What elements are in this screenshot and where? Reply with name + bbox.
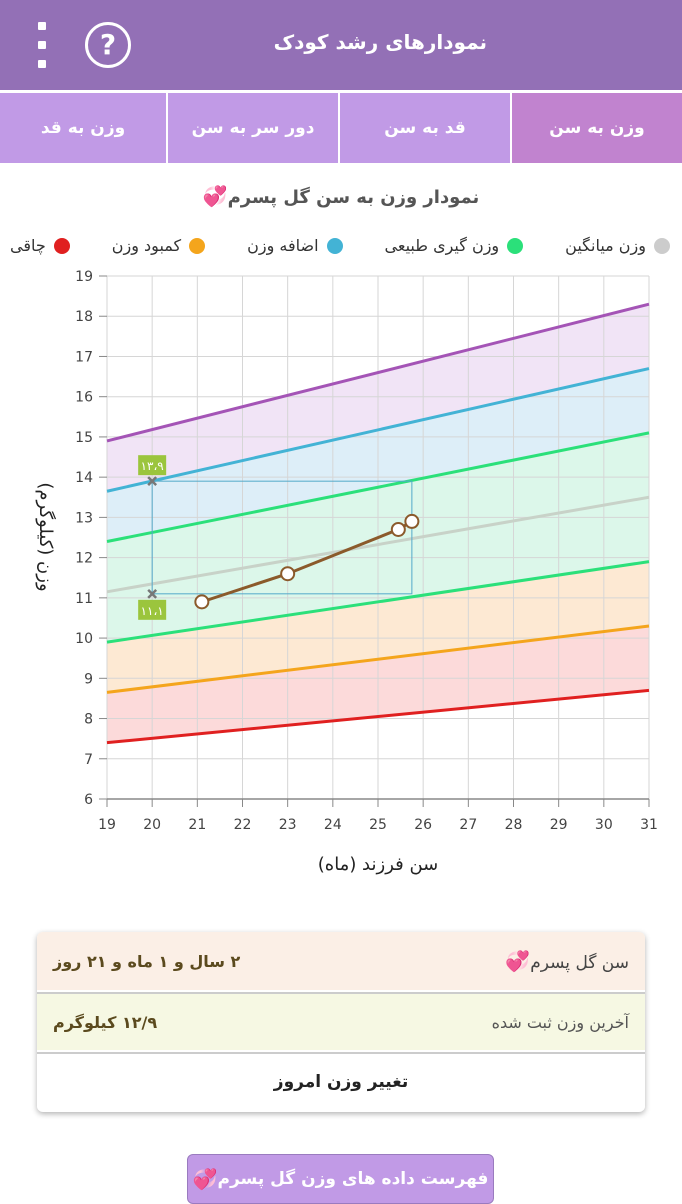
legend-dot: [326, 237, 343, 254]
marker-label: ۱۱،۱: [141, 604, 164, 618]
tab-height-for-age[interactable]: قد به سن: [340, 93, 512, 163]
x-axis-label: سن فرزند (ماه): [318, 854, 439, 875]
y-tick-label: 10: [75, 631, 93, 647]
reference-line: [106, 624, 650, 694]
range-box: [151, 480, 413, 595]
reference-line: [106, 688, 650, 745]
y-tick-label: 11: [75, 591, 93, 607]
x-tick-label: 30: [595, 817, 613, 833]
tab-bar: وزن به سن قد به سن دور سر به سن وزن به ق…: [0, 93, 682, 163]
change-weight-button[interactable]: تغییر وزن امروز: [37, 1052, 645, 1110]
x-tick-label: 23: [279, 817, 297, 833]
tab-weight-for-height[interactable]: وزن به قد: [0, 93, 168, 163]
last-weight-row: آخرین وزن ثبت شده ۱۲/۹ کیلوگرم: [37, 992, 645, 1050]
y-axis-label: وزن (کیلوگرم): [35, 482, 57, 591]
reference-line: [106, 367, 650, 493]
chart-legend: چاقی کمبود وزن اضافه وزن وزن گیری طبیعی …: [10, 236, 670, 255]
weight-for-age-chart: 19 20 21 22 23 24 25 26 27 28 29 30 31 6 7 8 9 10 11 12 13 14…: [35, 269, 658, 875]
age-row: سن گل پسرم💞 ۲ سال و ۱ ماه و ۲۱ روز: [37, 932, 645, 990]
age-label: سن گل پسرم: [530, 953, 629, 973]
x-tick-label: 21: [188, 817, 206, 833]
y-tick-label: 19: [75, 269, 93, 285]
legend-item-average: وزن میانگین: [565, 236, 670, 255]
legend-label: چاقی: [10, 236, 46, 255]
y-tick-label: 14: [75, 470, 93, 486]
more-vert-icon[interactable]: [34, 22, 50, 68]
legend-item-normal: وزن گیری طبیعی: [385, 236, 524, 255]
weight-data-list-button[interactable]: فهرست داده های وزن گل پسرم 💞: [187, 1154, 494, 1204]
tab-head-circumference-for-age[interactable]: دور سر به سن: [168, 93, 340, 163]
marker-x: [147, 476, 158, 487]
y-tick-label: 17: [75, 349, 93, 365]
list-button-label: فهرست داده های وزن گل پسرم: [217, 1169, 489, 1189]
legend-label: کمبود وزن: [111, 236, 182, 255]
marker-label: ۱۳،۹: [141, 459, 164, 473]
y-tick-label: 13: [75, 510, 93, 526]
x-tick-label: 20: [143, 817, 161, 833]
legend-item-underweight: کمبود وزن: [111, 236, 206, 255]
legend-dot: [654, 237, 670, 254]
x-tick-label: 29: [550, 817, 568, 833]
legend-label: وزن گیری طبیعی: [384, 236, 500, 255]
legend-label: اضافه وزن: [247, 236, 319, 255]
legend-item-obese: چاقی: [10, 236, 70, 255]
age-label-wrap: سن گل پسرم💞: [505, 949, 629, 973]
x-tick-label: 22: [234, 817, 252, 833]
two-hearts-icon: 💞: [202, 184, 228, 208]
data-point: [280, 566, 296, 582]
two-hearts-icon: 💞: [192, 1167, 218, 1191]
legend-item-overweight: اضافه وزن: [247, 236, 343, 255]
data-point: [194, 594, 210, 610]
x-tick-label: 26: [414, 817, 432, 833]
x-tick-label: 27: [459, 817, 477, 833]
marker-badge: [138, 455, 167, 476]
y-tick-label: 18: [75, 309, 93, 325]
data-point: [404, 513, 420, 529]
help-circle-icon[interactable]: ?: [85, 22, 131, 68]
data-series-line: [201, 520, 413, 604]
two-hearts-icon: 💞: [505, 949, 531, 973]
legend-dot: [507, 237, 524, 254]
x-tick-label: 25: [369, 817, 387, 833]
chart-title-row: نمودار وزن به سن گل پسرم💞: [0, 184, 682, 208]
reference-line: [106, 431, 650, 543]
reference-line: [106, 302, 650, 443]
reference-line: [106, 495, 650, 594]
chart-title: نمودار وزن به سن گل پسرم: [227, 187, 480, 208]
x-tick-label: 28: [505, 817, 523, 833]
data-point: [390, 521, 406, 537]
legend-dot: [53, 237, 70, 254]
y-tick-label: 6: [84, 792, 93, 808]
last-weight-value: ۱۲/۹ کیلوگرم: [53, 1012, 158, 1032]
marker-x: [147, 588, 158, 599]
y-tick-label: 8: [84, 712, 93, 728]
y-tick-label: 9: [84, 671, 93, 687]
app-bar: ? نمودارهای رشد کودک: [0, 0, 682, 90]
x-tick-label: 24: [324, 817, 342, 833]
app-title: نمودارهای رشد کودک: [273, 30, 487, 54]
info-card: سن گل پسرم💞 ۲ سال و ۱ ماه و ۲۱ روز آخرین…: [37, 932, 645, 1112]
tab-weight-for-age[interactable]: وزن به سن: [512, 93, 682, 163]
y-tick-label: 12: [75, 551, 93, 567]
last-weight-label: آخرین وزن ثبت شده: [491, 1012, 629, 1032]
reference-line: [106, 560, 650, 644]
marker-badge: [138, 599, 167, 620]
legend-dot: [189, 237, 206, 254]
y-tick-label: 7: [84, 752, 93, 768]
x-tick-label: 31: [640, 817, 658, 833]
age-value: ۲ سال و ۱ ماه و ۲۱ روز: [53, 951, 241, 971]
x-tick-label: 19: [98, 817, 116, 833]
legend-label: وزن میانگین: [565, 236, 646, 255]
y-tick-label: 16: [75, 390, 93, 406]
y-tick-label: 15: [75, 430, 93, 446]
